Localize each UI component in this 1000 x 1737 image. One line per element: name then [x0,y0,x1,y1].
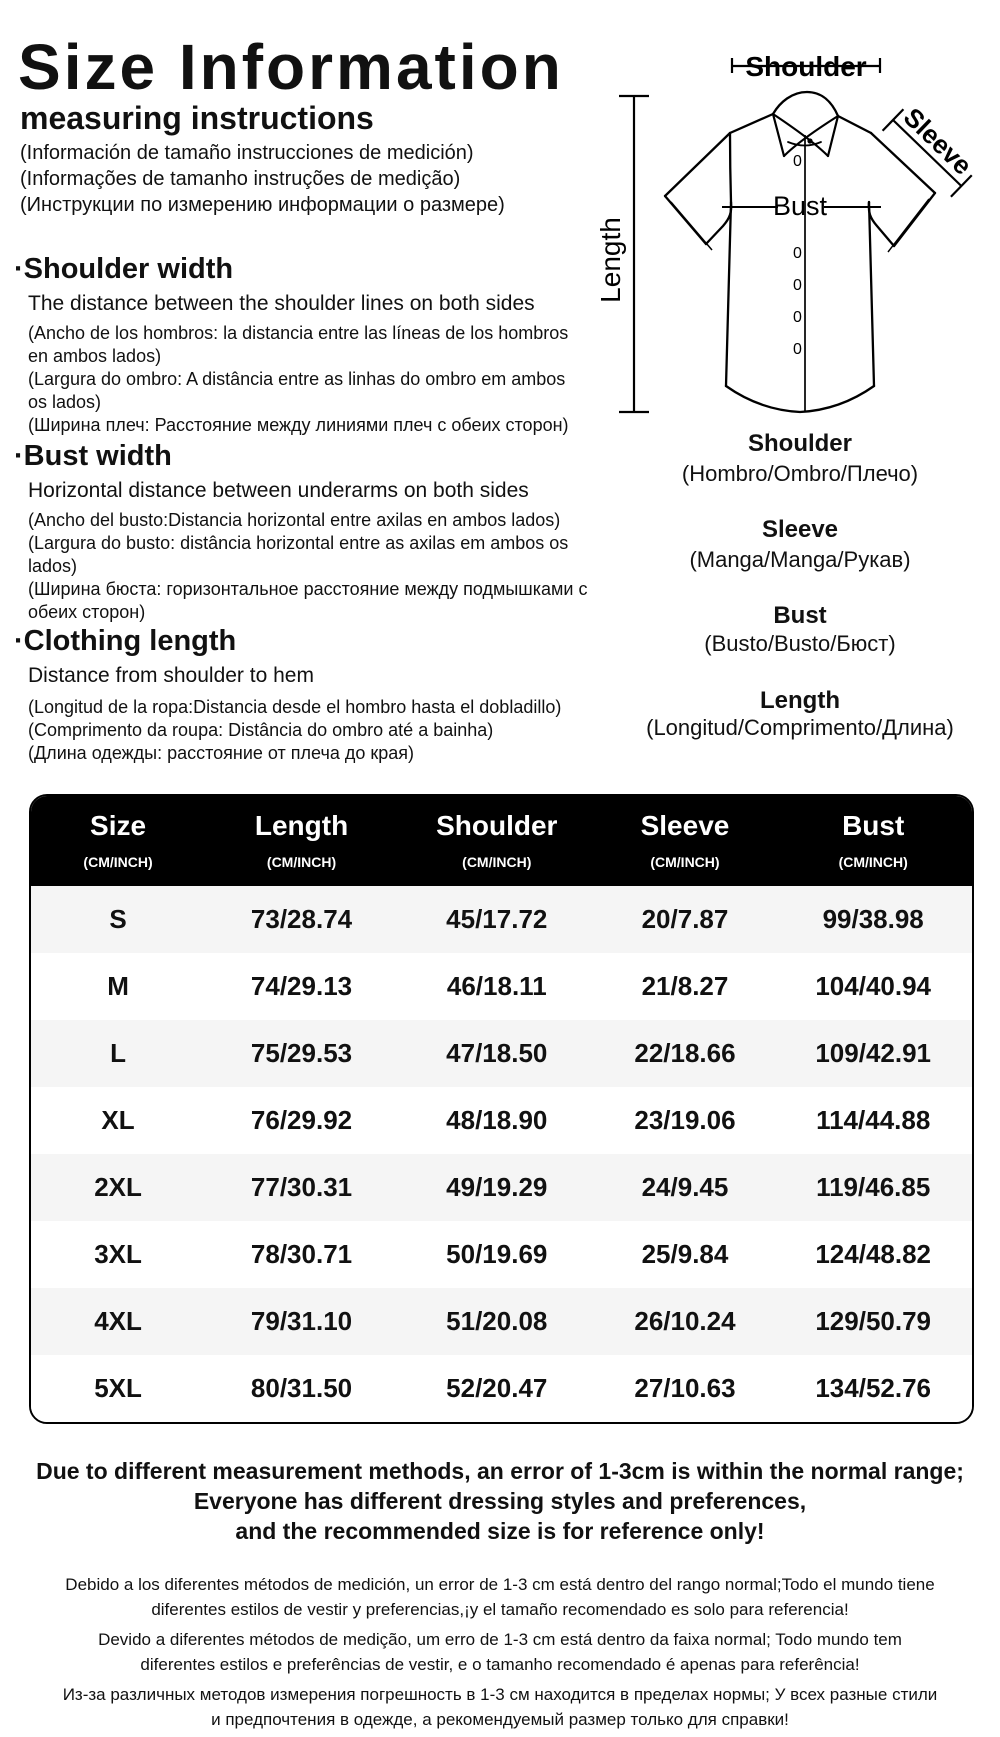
svg-text:0: 0 [793,153,802,170]
svg-text:Bust: Bust [773,191,828,221]
svg-text:0: 0 [793,341,802,358]
svg-text:Length: Length [600,217,626,303]
svg-text:Shoulder: Shoulder [745,51,866,82]
svg-text:0: 0 [793,277,802,294]
svg-text:0: 0 [793,309,802,326]
svg-text:0: 0 [793,245,802,262]
